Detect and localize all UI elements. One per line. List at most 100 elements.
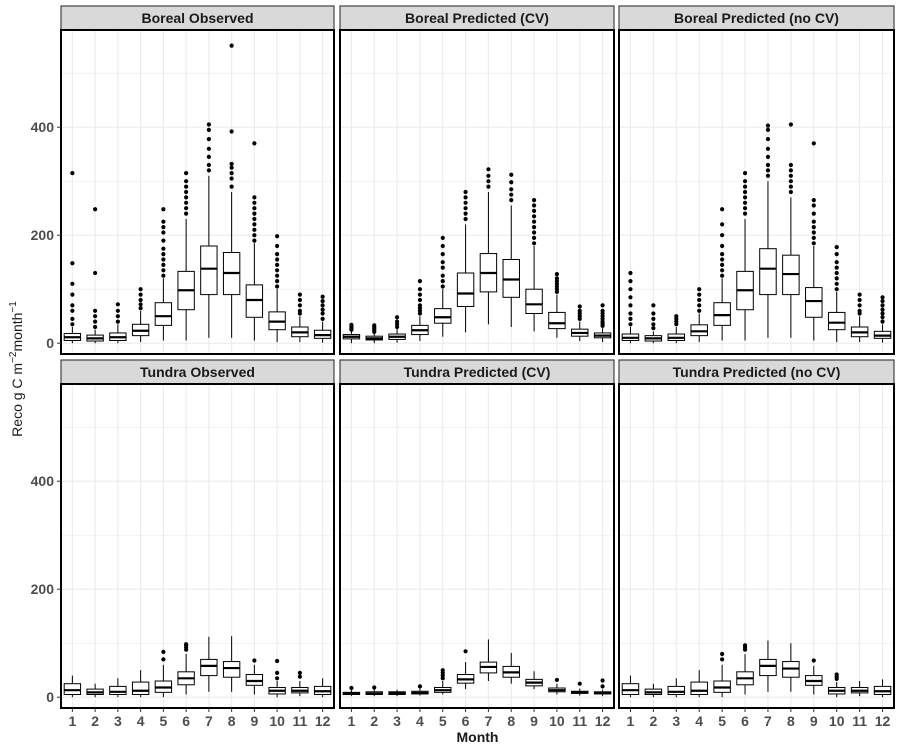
outlier-point: [811, 241, 816, 246]
outlier-point: [811, 219, 816, 224]
outlier-point: [697, 297, 702, 303]
outlier-point: [184, 195, 189, 200]
outlier-point: [440, 668, 445, 673]
outlier-point: [229, 165, 234, 170]
boxplot-month-6: [456, 189, 475, 333]
boxplot-month-12: [873, 295, 892, 343]
outlier-point: [531, 225, 537, 230]
outlier-point: [720, 657, 725, 662]
outlier-point: [811, 203, 816, 208]
outlier-point: [765, 127, 771, 132]
panel-border: [618, 383, 895, 709]
outlier-point: [720, 262, 725, 267]
box-iqr: [154, 302, 173, 326]
boxplot-month-11: [571, 681, 589, 696]
boxplot-month-7: [759, 123, 777, 338]
x-tick-label: 4: [695, 713, 703, 729]
outlier-point: [531, 219, 537, 224]
panel-border: [339, 383, 615, 709]
box-iqr: [805, 287, 823, 318]
outlier-point: [531, 230, 537, 235]
outlier-point: [857, 292, 862, 297]
outlier-point: [138, 292, 143, 297]
outlier-point: [788, 179, 793, 184]
outlier-point: [765, 146, 771, 151]
outlier-point: [765, 123, 771, 128]
boxplot-month-4: [411, 279, 429, 342]
outlier-point: [320, 303, 325, 308]
outlier-point: [394, 315, 400, 320]
boxplot-month-2: [86, 683, 104, 698]
outlier-point: [115, 314, 120, 319]
outlier-point: [252, 141, 257, 146]
outlier-point: [531, 203, 537, 208]
outlier-point: [765, 136, 771, 142]
outlier-point: [417, 303, 423, 308]
boxplot-month-12: [313, 294, 332, 343]
outlier-point: [531, 214, 537, 219]
outlier-point: [742, 206, 748, 211]
facet-panel: Boreal Observed 0 200 400: [31, 5, 335, 355]
boxplot-month-1: [63, 675, 82, 698]
boxplot-month-2: [644, 683, 663, 698]
facet-title: Tundra Predicted (CV): [404, 364, 551, 380]
panel-border: [339, 29, 615, 355]
facet-panel: Boreal Predicted (no CV): [618, 5, 895, 355]
boxplot-month-6: [456, 649, 475, 690]
boxplot-month-3: [109, 302, 127, 344]
boxplot-month-1: [63, 171, 82, 344]
outlier-point: [554, 271, 560, 277]
y-axis-title-superscript: −2: [8, 351, 19, 363]
x-tick-label: 4: [137, 713, 145, 729]
boxplot-month-6: [736, 171, 754, 341]
outlier-point: [531, 208, 537, 213]
x-tick-label: 10: [549, 713, 565, 729]
outlier-point: [834, 672, 839, 677]
box-iqr: [434, 308, 452, 324]
outlier-point: [463, 200, 468, 205]
outlier-point: [320, 311, 325, 316]
outlier-point: [252, 233, 257, 238]
outlier-point: [394, 319, 400, 324]
outlier-point: [628, 287, 633, 292]
y-tick-label: 0: [46, 689, 54, 705]
outlier-point: [486, 179, 491, 184]
boxplot-month-7: [759, 640, 777, 692]
x-tick-label: 3: [114, 713, 122, 729]
boxplot-month-6: [177, 171, 195, 341]
outlier-point: [297, 674, 302, 679]
outlier-point: [720, 243, 725, 249]
outlier-point: [811, 225, 816, 230]
x-tick-label: 9: [810, 713, 818, 729]
outlier-point: [115, 308, 120, 313]
outlier-point: [486, 167, 491, 172]
outlier-point: [742, 643, 748, 648]
facet-title: Tundra Predicted (no CV): [673, 364, 841, 380]
outlier-point: [834, 244, 839, 250]
outlier-point: [834, 276, 839, 281]
outlier-point: [742, 184, 748, 189]
outlier-point: [440, 284, 445, 289]
x-tick-label: 10: [269, 713, 285, 729]
facet-panel: Tundra Predicted (CV)1 2 3 4 5 6 7 8 9 10 11 12: [339, 359, 615, 729]
outlier-point: [440, 252, 445, 257]
outlier-point: [372, 323, 377, 328]
x-tick-label: 5: [439, 713, 447, 729]
outlier-point: [765, 168, 771, 173]
outlier-point: [788, 184, 793, 189]
boxplot-month-9: [805, 141, 823, 341]
outlier-point: [600, 308, 605, 313]
x-tick-label: 7: [764, 713, 772, 729]
outlier-point: [70, 171, 75, 176]
outlier-point: [811, 198, 816, 203]
outlier-point: [765, 162, 771, 168]
outlier-point: [93, 207, 98, 212]
outlier-point: [161, 649, 166, 654]
facet-title: Tundra Observed: [140, 364, 255, 380]
outlier-point: [811, 141, 816, 146]
facet-title: Boreal Observed: [141, 10, 253, 26]
outlier-point: [788, 122, 793, 127]
outlier-point: [161, 257, 166, 262]
box-iqr: [200, 245, 218, 296]
